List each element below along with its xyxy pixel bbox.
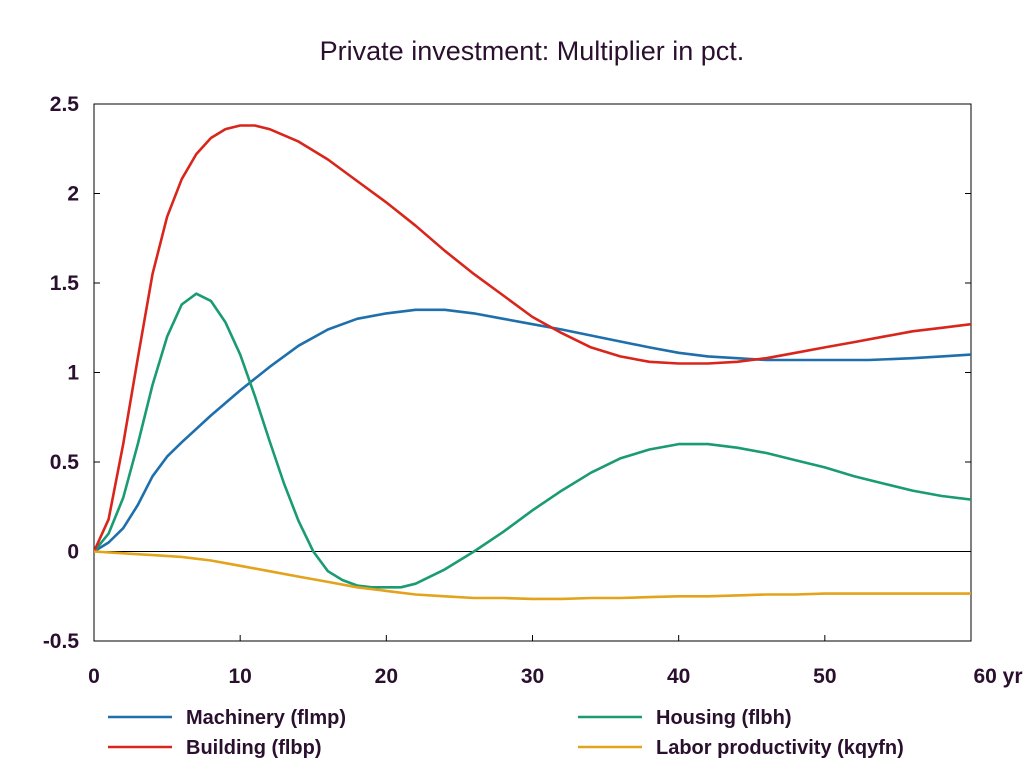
series-line-housing	[94, 292, 971, 589]
y-tick-label: 2	[67, 183, 79, 206]
series-line-labor	[94, 550, 971, 601]
x-axis: 0 10 20 30 40 50 60 yr	[88, 635, 1023, 688]
y-tick-label: 0.5	[50, 451, 80, 474]
legend-label-building: Building (flbp)	[186, 737, 322, 759]
x-tick-label: 40	[667, 665, 690, 688]
x-tick-label: 10	[228, 665, 251, 688]
y-axis: -0.5 0 0.5 1 1.5 2 2.5	[43, 93, 971, 653]
x-tick-label: 50	[813, 665, 836, 688]
y-tick-label: 0	[67, 541, 79, 564]
legend: Machinery (flmp) Housing (flbh) Building (…	[108, 707, 904, 759]
chart-title: Private investment: Multiplier in pct.	[320, 36, 745, 66]
y-tick-label: 1	[67, 362, 79, 385]
x-tick-label: 30	[521, 665, 544, 688]
x-tick-label: 0	[88, 665, 100, 688]
legend-label-machinery: Machinery (flmp)	[186, 707, 346, 729]
y-tick-label: 1.5	[50, 272, 80, 295]
y-tick-label: 2.5	[50, 93, 80, 116]
x-tick-label: 60 yr	[973, 665, 1022, 688]
x-tick-label: 20	[375, 665, 398, 688]
series-layer	[94, 124, 971, 601]
series-line-building	[94, 124, 971, 553]
legend-label-labor: Labor productivity (kqyfn)	[656, 737, 904, 759]
plot-frame	[93, 103, 972, 642]
y-tick-label: -0.5	[43, 630, 80, 653]
legend-label-housing: Housing (flbh)	[656, 707, 792, 729]
series-line-machinery	[94, 308, 971, 553]
